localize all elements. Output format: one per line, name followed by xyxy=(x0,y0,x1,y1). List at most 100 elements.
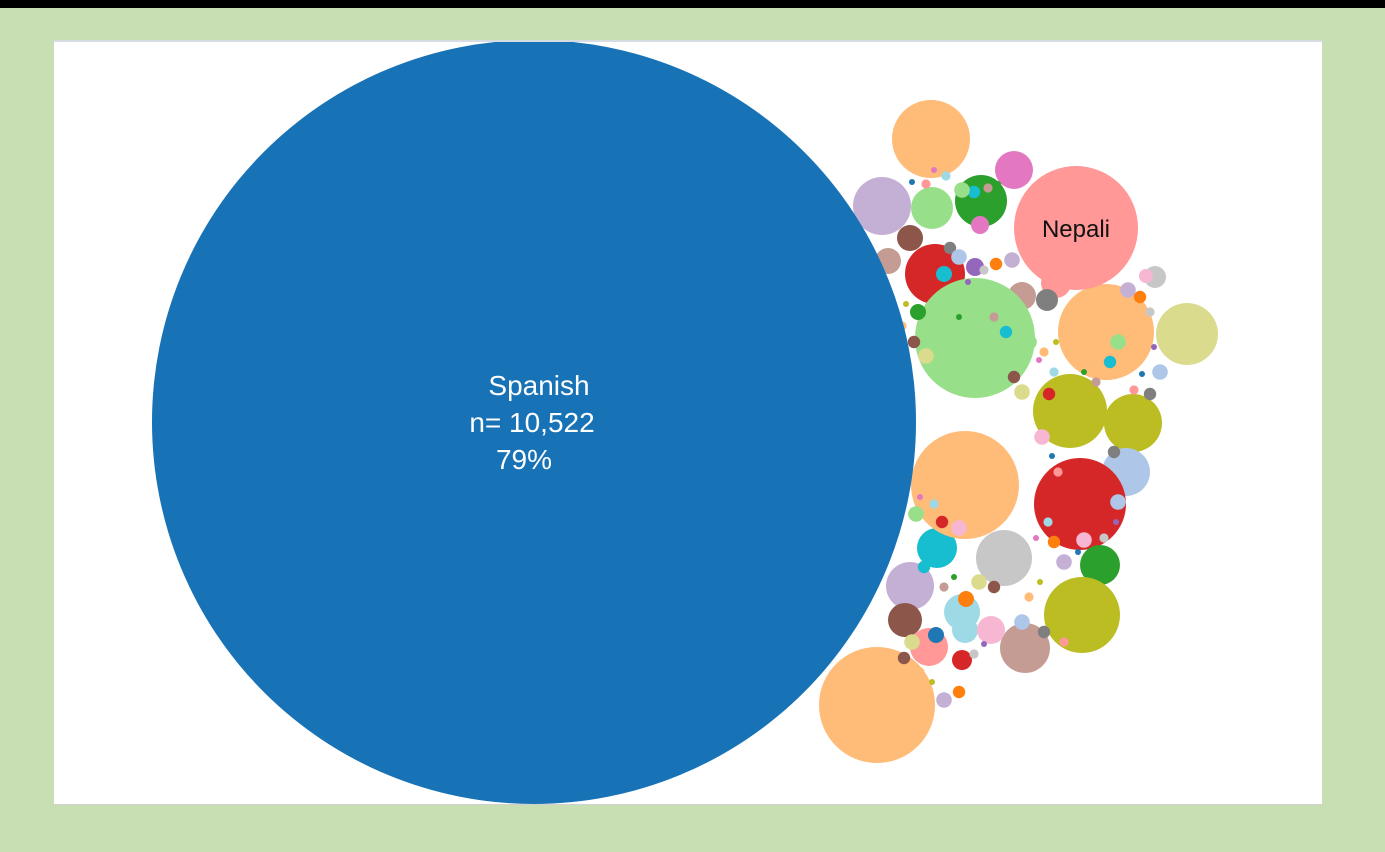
bubble[interactable] xyxy=(935,515,949,529)
bubble[interactable] xyxy=(1033,535,1039,541)
bubble[interactable] xyxy=(918,348,934,364)
bubble[interactable] xyxy=(1043,517,1053,527)
bubble[interactable] xyxy=(931,167,937,173)
bubble[interactable] xyxy=(1110,334,1126,350)
bubble[interactable] xyxy=(983,183,993,193)
bubble[interactable] xyxy=(1075,549,1081,555)
bubble[interactable] xyxy=(910,304,926,320)
bubble[interactable] xyxy=(967,185,981,199)
bubble[interactable] xyxy=(943,241,957,255)
bubble-spanish[interactable] xyxy=(152,42,916,804)
bubble[interactable] xyxy=(909,179,915,185)
bubble[interactable] xyxy=(1044,577,1120,653)
bubble[interactable] xyxy=(1000,623,1050,673)
bubble[interactable] xyxy=(1110,494,1126,510)
bubble[interactable] xyxy=(1014,614,1030,630)
bubble[interactable] xyxy=(1014,384,1030,400)
bubble[interactable] xyxy=(1058,284,1154,380)
bubble[interactable] xyxy=(1076,532,1092,548)
bubble[interactable] xyxy=(989,257,1003,271)
bubble[interactable] xyxy=(1080,545,1120,585)
bubble[interactable] xyxy=(1152,364,1168,380)
bubble[interactable] xyxy=(971,216,989,234)
bubble[interactable] xyxy=(1042,387,1056,401)
bubble[interactable] xyxy=(966,258,984,276)
bubble[interactable] xyxy=(928,627,944,643)
bubble[interactable] xyxy=(1053,467,1063,477)
bubble[interactable] xyxy=(1133,290,1147,304)
bubble[interactable] xyxy=(1049,367,1059,377)
bubble[interactable] xyxy=(907,335,921,349)
bubble[interactable] xyxy=(936,692,952,708)
bubble[interactable] xyxy=(888,603,922,637)
bubble[interactable] xyxy=(1081,369,1087,375)
bubble[interactable] xyxy=(1034,429,1050,445)
bubble[interactable] xyxy=(952,685,966,699)
bubble[interactable] xyxy=(965,279,971,285)
bubble[interactable] xyxy=(1037,625,1051,639)
bubble[interactable] xyxy=(941,171,951,181)
bubble[interactable] xyxy=(1139,371,1145,377)
bubble[interactable] xyxy=(929,679,935,685)
bubble[interactable] xyxy=(921,179,931,189)
bubble[interactable] xyxy=(1036,357,1042,363)
bubble[interactable] xyxy=(1129,385,1139,395)
bubble[interactable] xyxy=(1021,334,1037,350)
bubble[interactable] xyxy=(1053,339,1059,345)
bubble[interactable] xyxy=(1059,531,1073,545)
bubble[interactable] xyxy=(971,574,987,590)
bubble-nepali[interactable] xyxy=(1014,166,1138,290)
bubble[interactable] xyxy=(981,641,987,647)
bubble[interactable] xyxy=(819,647,935,763)
bubble[interactable] xyxy=(908,506,924,522)
bubble[interactable] xyxy=(1091,377,1101,387)
bubble[interactable] xyxy=(995,151,1033,189)
bubble[interactable] xyxy=(1104,394,1162,452)
bubble[interactable] xyxy=(917,528,957,568)
bubble[interactable] xyxy=(1113,519,1119,525)
bubble[interactable] xyxy=(1047,535,1061,549)
bubble[interactable] xyxy=(911,187,953,229)
bubble[interactable] xyxy=(1056,554,1072,570)
bubble[interactable] xyxy=(1143,387,1157,401)
bubble[interactable] xyxy=(886,562,934,610)
bubble[interactable] xyxy=(1145,307,1155,317)
bubble[interactable] xyxy=(1156,303,1218,365)
bubble[interactable] xyxy=(917,560,931,574)
bubble[interactable] xyxy=(1120,282,1136,298)
bubble[interactable] xyxy=(1024,592,1034,602)
bubble[interactable] xyxy=(979,265,989,275)
bubble[interactable] xyxy=(917,494,923,500)
bubble[interactable] xyxy=(853,177,911,235)
bubble[interactable] xyxy=(951,520,967,536)
bubble[interactable] xyxy=(951,249,967,265)
bubble[interactable] xyxy=(989,312,999,322)
bubble[interactable] xyxy=(1036,289,1058,311)
bubble[interactable] xyxy=(1034,458,1126,550)
bubble[interactable] xyxy=(1007,370,1021,384)
bubble[interactable] xyxy=(976,530,1032,586)
bubble[interactable] xyxy=(903,301,909,307)
bubble[interactable] xyxy=(969,649,979,659)
bubble[interactable] xyxy=(999,325,1013,339)
bubble[interactable] xyxy=(958,591,974,607)
bubble[interactable] xyxy=(1103,355,1117,369)
bubble[interactable] xyxy=(936,266,952,282)
bubble[interactable] xyxy=(987,580,1001,594)
bubble[interactable] xyxy=(904,634,920,650)
bubble[interactable] xyxy=(951,574,957,580)
bubble[interactable] xyxy=(897,225,923,251)
bubble[interactable] xyxy=(1039,347,1049,357)
bubble[interactable] xyxy=(1049,453,1055,459)
bubble[interactable] xyxy=(892,100,970,178)
bubble[interactable] xyxy=(911,431,1019,539)
bubble[interactable] xyxy=(1139,269,1153,283)
bubble[interactable] xyxy=(1004,252,1020,268)
bubble[interactable] xyxy=(915,278,1035,398)
bubble[interactable] xyxy=(1037,579,1043,585)
bubble[interactable] xyxy=(1107,445,1121,459)
bubble[interactable] xyxy=(929,499,939,509)
bubble[interactable] xyxy=(897,651,911,665)
bubble[interactable] xyxy=(1151,344,1157,350)
bubble[interactable] xyxy=(1059,637,1069,647)
